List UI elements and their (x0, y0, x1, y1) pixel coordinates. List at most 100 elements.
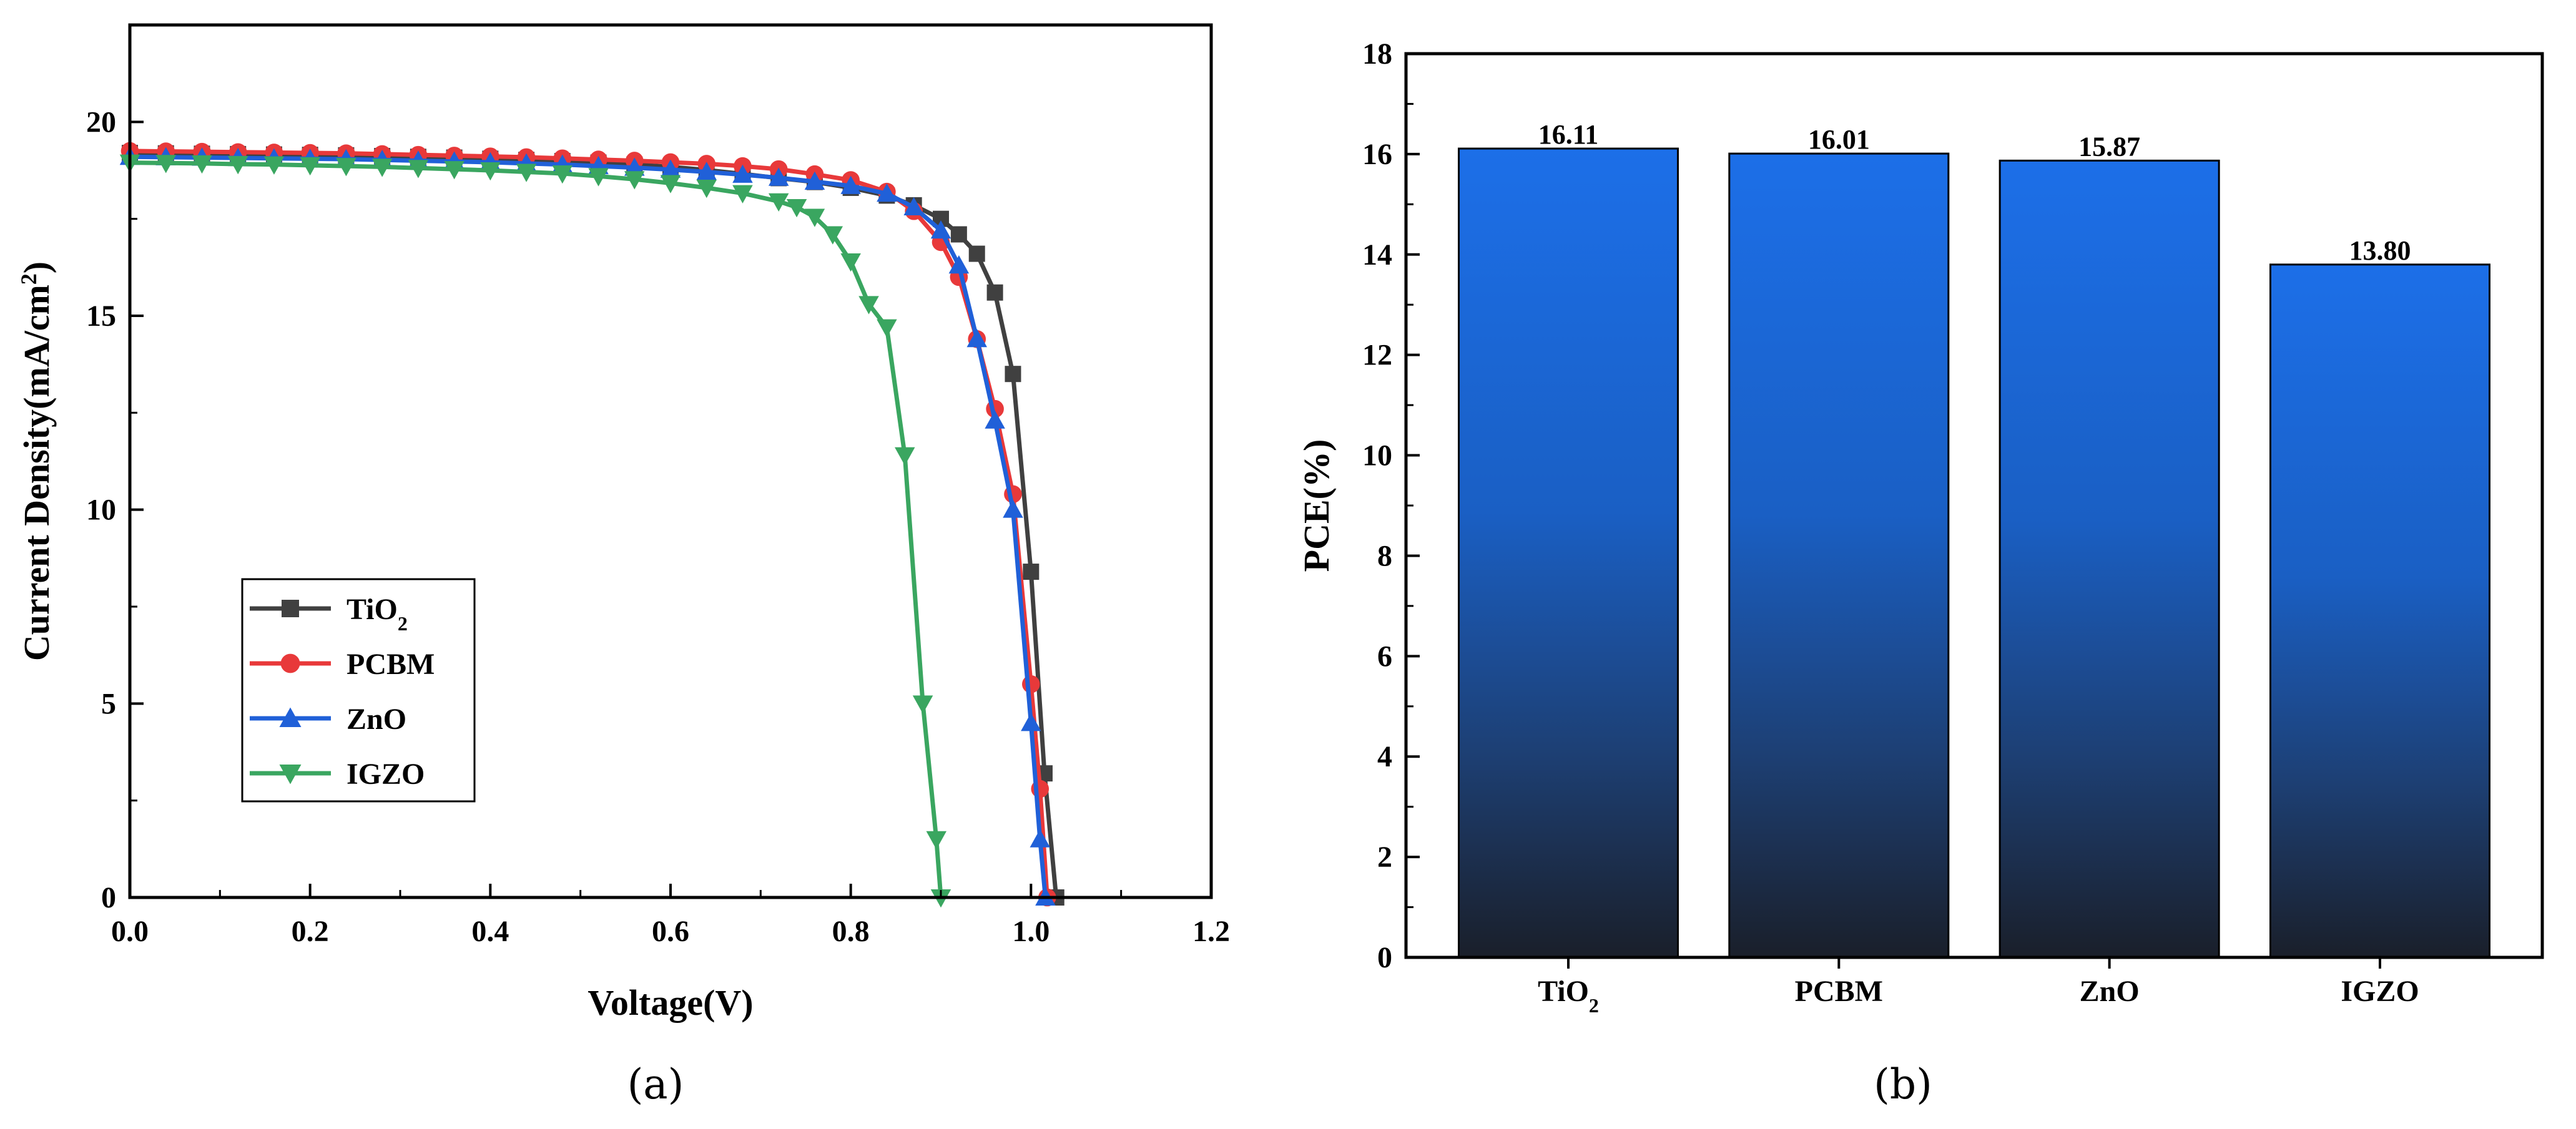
bar-tio2 (1458, 147, 1679, 959)
data-point-zno (948, 255, 970, 274)
data-point-igzo (336, 158, 356, 177)
data-point-tio2 (968, 245, 985, 262)
data-point-igzo (300, 157, 320, 176)
data-point-igzo (840, 253, 861, 272)
y-tick-label: 15 (86, 300, 116, 333)
data-point-igzo (227, 156, 248, 175)
y-tick-label: 12 (1362, 339, 1392, 372)
x-tick-label: PCBM (1795, 975, 1883, 1008)
y-tick-label: 14 (1362, 238, 1392, 271)
data-point-igzo (588, 168, 609, 187)
x-tick-label-base: TiO (1538, 975, 1589, 1008)
data-point-zno (696, 162, 717, 180)
legend-label: TiO2 (347, 593, 408, 635)
data-point-igzo (552, 165, 573, 184)
data-point-pcbm (1022, 675, 1040, 693)
legend-label-sub: 2 (398, 612, 408, 635)
data-point-igzo (192, 155, 212, 174)
x-tick-label: TiO2 (1538, 975, 1599, 1017)
legend-marker-pcbm (280, 653, 300, 673)
bars-group-b: 16.11 16.01 15.87 13.80 (1458, 119, 2490, 959)
legend-label: IGZO (347, 758, 425, 791)
data-point-tio2 (986, 284, 1003, 301)
legend-item-pcbm: PCBM (250, 648, 435, 681)
data-point-zno (985, 410, 1005, 429)
data-point-igzo (696, 179, 717, 198)
legend-item-tio2: TiO2 (250, 593, 408, 635)
data-point-zno (768, 167, 789, 186)
x-tick-label: 1.0 (1012, 915, 1050, 948)
series-igzo (119, 154, 951, 908)
data-point-igzo (444, 161, 465, 180)
data-point-zno (660, 159, 681, 178)
data-point-tio2 (1005, 366, 1021, 383)
data-point-zno (1003, 499, 1023, 518)
x-axis-title-a: Voltage(V) (587, 982, 753, 1023)
panel-a-line-chart: 0.0 0.2 0.4 0.6 0.8 1.0 1.2 0 5 10 15 20 Voltage(V… (16, 23, 1230, 1023)
data-point-tio2 (1023, 564, 1040, 580)
y-tick-label: 0 (1377, 941, 1392, 974)
y-tick-label: 6 (1377, 640, 1392, 673)
bar-value-label: 16.01 (1808, 124, 1870, 155)
y-axis-title-a: Current Density(mA/cm2) (16, 261, 57, 661)
data-point-zno (1030, 829, 1051, 848)
data-point-igzo (768, 193, 789, 212)
bar-value-label: 15.87 (2078, 131, 2140, 162)
y-axis-ticks-a: 0 5 10 15 20 (86, 105, 144, 914)
legend-label: PCBM (347, 648, 435, 681)
y-tick-label: 4 (1377, 740, 1392, 773)
data-point-igzo (895, 447, 915, 466)
x-tick-label: 0.2 (292, 915, 329, 948)
data-point-zno (966, 329, 987, 348)
y-tick-label: 0 (101, 881, 116, 914)
y-tick-label: 8 (1377, 539, 1392, 572)
data-point-igzo (804, 208, 825, 227)
y-tick-label: 18 (1362, 37, 1392, 71)
data-point-igzo (408, 160, 429, 178)
bar-pcbm (1728, 152, 1950, 959)
data-point-igzo (786, 199, 807, 218)
x-tick-label-base: IGZO (2341, 975, 2419, 1008)
legend-label-base: TiO (347, 593, 398, 626)
data-point-igzo (912, 695, 933, 714)
panel-b-bar-chart: 16.11 16.01 15.87 13.80 0 2 4 6 8 10 12 14 16 18 TiO… (1296, 37, 2544, 1017)
data-point-igzo (263, 156, 285, 175)
data-point-igzo (624, 171, 645, 190)
x-tick-label-base: PCBM (1795, 975, 1883, 1008)
legend-marker-igzo (279, 765, 302, 784)
bar-zno (1998, 159, 2220, 959)
y-tick-label: 20 (86, 105, 116, 139)
data-point-igzo (660, 175, 681, 193)
data-point-zno (840, 175, 861, 194)
legend-label-base: IGZO (347, 758, 425, 791)
x-axis-ticks-a: 0.0 0.2 0.4 0.6 0.8 1.0 1.2 (111, 884, 1230, 948)
y-axis-title-a-end: ) (16, 261, 57, 273)
x-tick-label-sub: 2 (1589, 994, 1599, 1017)
data-point-tio2 (950, 226, 967, 243)
y-tick-label: 2 (1377, 841, 1392, 874)
legend-box-a (241, 578, 476, 803)
bar-value-label: 16.11 (1538, 119, 1599, 150)
legend-label-base: ZnO (347, 703, 406, 736)
series-group-a (119, 142, 1064, 908)
y-axis-title-a-sup: 2 (16, 273, 41, 285)
legend-a: TiO2 PCBM ZnO IGZO (241, 578, 476, 803)
legend-label: ZnO (347, 703, 406, 736)
x-tick-label: 0.8 (832, 915, 870, 948)
x-tick-label: 0.4 (471, 915, 509, 948)
y-axis-title-b: PCE(%) (1296, 439, 1337, 572)
y-tick-label: 16 (1362, 138, 1392, 171)
y-tick-label: 5 (101, 687, 116, 720)
data-point-zno (877, 183, 897, 202)
x-tick-label-base: ZnO (2080, 975, 2140, 1008)
caption-b: (b) (1874, 1060, 1932, 1108)
x-tick-label: IGZO (2341, 975, 2419, 1008)
caption-a: (a) (627, 1060, 684, 1108)
data-point-igzo (877, 319, 897, 338)
legend-item-zno: ZnO (250, 703, 406, 736)
bar-igzo (2269, 263, 2490, 959)
data-point-zno (903, 197, 924, 216)
data-point-zno (804, 171, 825, 190)
data-point-igzo (371, 159, 393, 177)
